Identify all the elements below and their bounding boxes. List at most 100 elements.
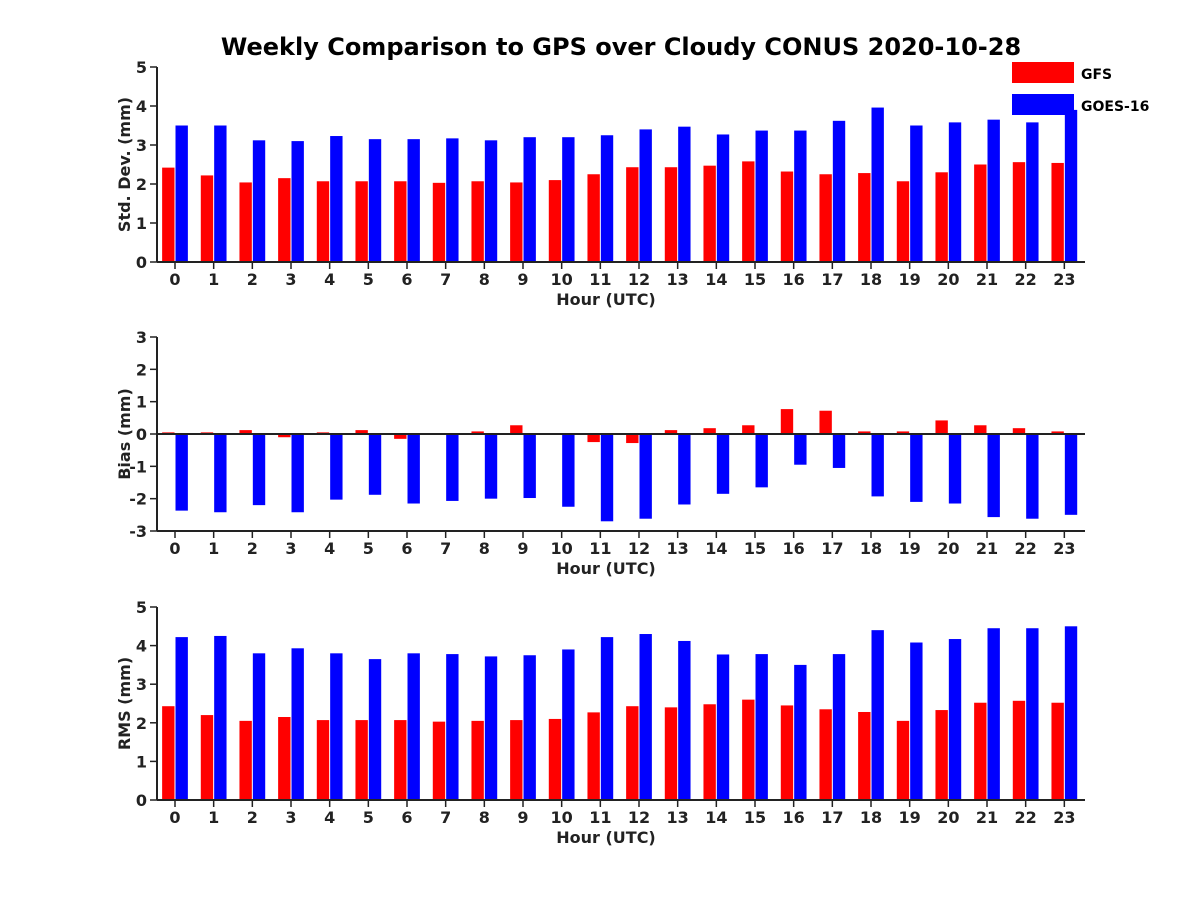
bar-gfs-rms xyxy=(780,705,794,800)
y-tick-label-bias: 3 xyxy=(136,328,147,347)
x-tick-label-stddev: 23 xyxy=(1053,270,1075,289)
bar-goes16-rms xyxy=(214,635,227,800)
bar-gfs-bias xyxy=(935,420,948,434)
x-tick-label-bias: 19 xyxy=(899,539,921,558)
y-axis-label-bias: Bias (mm) xyxy=(115,388,134,480)
x-tick-label-stddev: 8 xyxy=(479,270,490,289)
bar-goes16-rms xyxy=(832,654,846,800)
x-tick-label-bias: 2 xyxy=(247,539,258,558)
x-tick-label-rms: 22 xyxy=(1015,808,1037,827)
legend-swatch-gfs xyxy=(1012,62,1074,83)
x-tick-label-rms: 5 xyxy=(363,808,374,827)
y-tick-label-stddev: 2 xyxy=(136,175,147,194)
x-tick-label-bias: 8 xyxy=(479,539,490,558)
bar-gfs-rms xyxy=(896,720,910,800)
legend-swatch-goes16 xyxy=(1012,94,1074,115)
bar-gfs-rms xyxy=(200,715,214,800)
x-tick-label-rms: 15 xyxy=(744,808,766,827)
bar-gfs-bias xyxy=(626,434,639,444)
y-axis-label-rms: RMS (mm) xyxy=(115,657,134,750)
bar-goes16-stddev xyxy=(214,125,227,262)
bar-goes16-bias xyxy=(291,434,304,513)
x-axis-label-stddev: Hour (UTC) xyxy=(556,290,656,309)
bar-goes16-bias xyxy=(252,434,266,506)
bar-gfs-rms xyxy=(278,717,291,800)
x-tick-label-stddev: 4 xyxy=(324,270,335,289)
x-tick-label-stddev: 10 xyxy=(551,270,573,289)
bar-gfs-stddev xyxy=(935,172,948,262)
y-tick-label-rms: 3 xyxy=(136,675,147,694)
x-tick-label-rms: 9 xyxy=(517,808,528,827)
x-tick-label-rms: 2 xyxy=(247,808,258,827)
bar-gfs-bias xyxy=(780,409,794,434)
x-tick-label-stddev: 5 xyxy=(363,270,374,289)
bar-gfs-rms xyxy=(432,721,446,800)
bar-gfs-stddev xyxy=(355,181,368,262)
y-tick-label-rms: 2 xyxy=(136,714,147,733)
x-tick-label-bias: 20 xyxy=(937,539,959,558)
x-tick-label-rms: 10 xyxy=(551,808,573,827)
bar-goes16-bias xyxy=(1026,434,1039,519)
y-tick-label-bias: -1 xyxy=(129,457,147,476)
bar-goes16-rms xyxy=(600,637,614,800)
x-tick-label-rms: 21 xyxy=(976,808,998,827)
x-tick-label-stddev: 1 xyxy=(208,270,219,289)
bar-goes16-rms xyxy=(794,664,807,800)
x-tick-label-rms: 8 xyxy=(479,808,490,827)
x-tick-label-rms: 1 xyxy=(208,808,219,827)
x-tick-label-stddev: 22 xyxy=(1015,270,1037,289)
legend-label-gfs: GFS xyxy=(1081,67,1112,83)
bar-gfs-bias xyxy=(510,425,523,434)
bar-goes16-bias xyxy=(1064,434,1078,515)
bar-goes16-stddev xyxy=(639,129,652,262)
bar-goes16-bias xyxy=(794,434,807,465)
x-tick-label-bias: 22 xyxy=(1015,539,1037,558)
bar-gfs-stddev xyxy=(200,175,214,262)
bar-goes16-bias xyxy=(523,434,536,499)
bar-goes16-bias xyxy=(871,434,884,497)
bar-gfs-stddev xyxy=(664,167,678,262)
y-tick-label-rms: 4 xyxy=(136,637,147,656)
bar-gfs-bias xyxy=(278,434,291,438)
bar-gfs-stddev xyxy=(1051,162,1064,262)
bar-gfs-stddev xyxy=(162,167,175,262)
x-tick-label-bias: 5 xyxy=(363,539,374,558)
x-tick-label-bias: 12 xyxy=(628,539,650,558)
bar-goes16-rms xyxy=(175,637,188,800)
x-tick-label-rms: 3 xyxy=(285,808,296,827)
bar-goes16-stddev xyxy=(678,126,691,262)
x-tick-label-stddev: 9 xyxy=(517,270,528,289)
bar-goes16-bias xyxy=(562,434,575,507)
y-tick-label-bias: 2 xyxy=(136,360,147,379)
bar-gfs-rms xyxy=(394,720,407,800)
y-tick-label-bias: -3 xyxy=(129,522,147,541)
x-tick-label-stddev: 2 xyxy=(247,270,258,289)
bar-gfs-stddev xyxy=(974,164,987,262)
y-tick-label-stddev: 5 xyxy=(136,58,147,77)
x-tick-label-rms: 19 xyxy=(899,808,921,827)
bar-goes16-stddev xyxy=(1026,122,1039,262)
bar-goes16-bias xyxy=(407,434,420,504)
x-tick-label-bias: 18 xyxy=(860,539,882,558)
x-tick-label-bias: 21 xyxy=(976,539,998,558)
bar-goes16-bias xyxy=(910,434,923,502)
x-tick-label-bias: 13 xyxy=(667,539,689,558)
bar-gfs-rms xyxy=(355,720,368,800)
bar-gfs-stddev xyxy=(703,165,716,262)
legend: GFS GOES-16 xyxy=(1012,62,1149,115)
x-tick-label-rms: 23 xyxy=(1053,808,1075,827)
x-tick-label-stddev: 0 xyxy=(169,270,180,289)
bar-gfs-bias xyxy=(742,425,755,434)
bar-goes16-rms xyxy=(910,642,923,800)
x-tick-label-rms: 0 xyxy=(169,808,180,827)
x-tick-label-rms: 11 xyxy=(589,808,611,827)
bar-gfs-bias xyxy=(394,434,407,439)
x-tick-label-bias: 17 xyxy=(821,539,843,558)
bar-goes16-rms xyxy=(639,634,652,800)
x-tick-label-stddev: 6 xyxy=(401,270,412,289)
bar-gfs-stddev xyxy=(587,174,600,262)
x-tick-label-bias: 7 xyxy=(440,539,451,558)
bar-goes16-rms xyxy=(948,639,962,800)
bar-gfs-rms xyxy=(935,710,948,800)
